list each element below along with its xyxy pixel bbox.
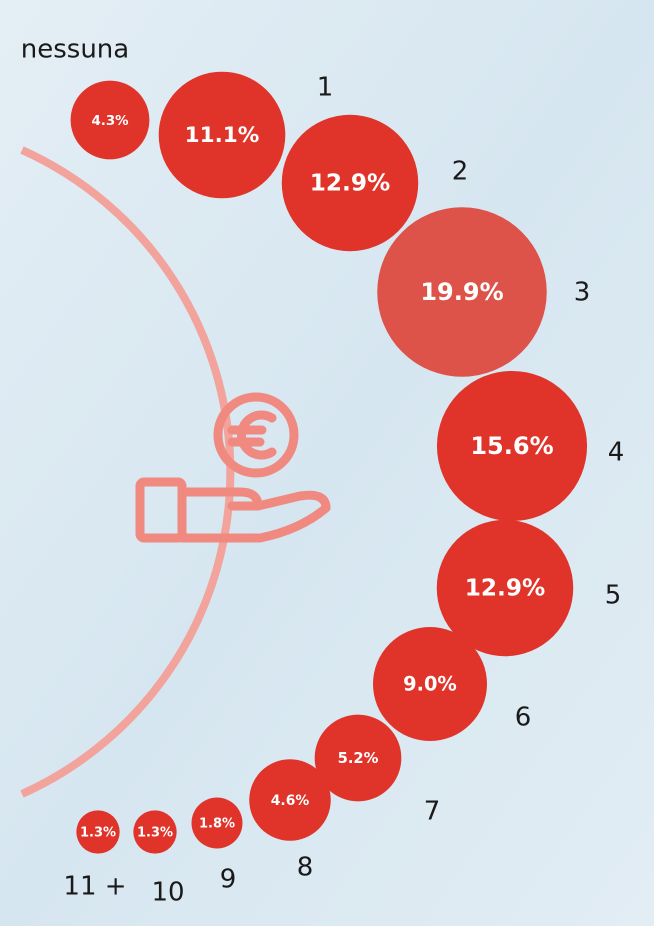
category-label: 2 <box>452 157 469 187</box>
euro-hand-icon <box>135 392 331 543</box>
bubble <box>281 114 419 252</box>
bubble <box>436 370 588 522</box>
bubble <box>373 627 487 741</box>
bubble <box>70 80 150 160</box>
arc <box>20 146 235 798</box>
value-label: 4.6% <box>271 793 310 809</box>
value-label: 1.8% <box>199 817 235 832</box>
value-label: 12.9% <box>310 170 390 197</box>
category-label: 3 <box>574 278 591 308</box>
bubble <box>436 519 574 657</box>
category-label: 5 <box>605 581 622 611</box>
bubble <box>191 797 243 849</box>
category-label: 4 <box>608 438 625 468</box>
bubble <box>133 810 177 854</box>
bubble <box>314 714 402 802</box>
category-label: 6 <box>515 703 532 733</box>
value-label: 11.1% <box>185 123 260 148</box>
value-label: 4.3% <box>91 114 128 129</box>
value-label: 19.9% <box>420 278 503 306</box>
category-label: 7 <box>424 797 441 827</box>
category-label: 9 <box>220 865 237 895</box>
category-label: nessuna <box>21 35 129 65</box>
bubble <box>249 759 331 841</box>
value-label: 5.2% <box>338 750 379 767</box>
value-label: 9.0% <box>403 673 457 696</box>
value-label: 1.3% <box>80 826 116 841</box>
category-label: 10 <box>151 878 184 908</box>
bubble <box>76 810 120 854</box>
category-label: 1 <box>317 73 334 103</box>
category-label: 11 + <box>63 872 126 902</box>
value-label: 1.3% <box>137 826 173 841</box>
bubble <box>158 71 286 199</box>
value-label: 15.6% <box>470 432 553 460</box>
bubble <box>377 207 547 377</box>
category-label: 8 <box>297 853 314 883</box>
value-label: 12.9% <box>465 575 545 602</box>
